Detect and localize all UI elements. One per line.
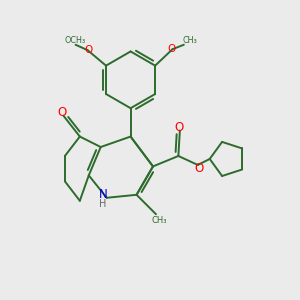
Text: O: O [194, 162, 203, 175]
Text: O: O [58, 106, 67, 118]
Text: CH₃: CH₃ [151, 216, 167, 225]
Text: OCH₃: OCH₃ [64, 36, 85, 45]
Text: O: O [175, 121, 184, 134]
Text: CH₃: CH₃ [182, 36, 197, 45]
Text: O: O [84, 44, 92, 55]
Text: H: H [99, 199, 107, 209]
Text: O: O [167, 44, 176, 54]
Text: N: N [99, 188, 107, 201]
